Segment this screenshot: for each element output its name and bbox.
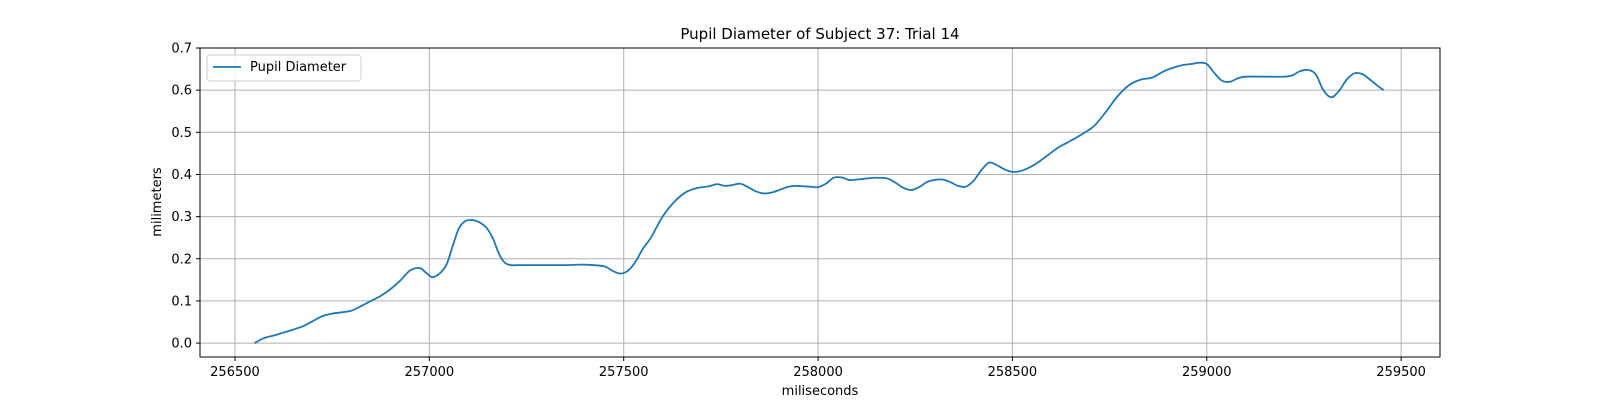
plot-area-frame [199,47,1441,358]
y-tick-label: 0.2 [171,252,192,267]
chart-title: Pupil Diameter of Subject 37: Trial 14 [680,25,959,43]
series-layer [253,61,1385,344]
series-line-pupil-diameter [253,61,1385,344]
x-tick-label: 257000 [405,365,455,380]
x-tick-label: 259500 [1376,365,1426,380]
x-tick-label: 256500 [210,365,260,380]
x-axis: 256500 257000 257500 258000 258500 259000 2595… [210,357,1426,380]
y-tick-label: 0.6 [171,84,192,99]
y-tick-label: 0.5 [171,126,192,141]
y-axis-label: milimeters [150,167,165,237]
legend-label: Pupil Diameter [250,60,347,75]
y-tick-label: 0.3 [171,210,192,225]
y-axis: 0.0 0.1 0.2 0.3 0.4 0.5 0.6 0.7 [171,42,200,352]
y-tick-label: 0.7 [171,42,192,57]
y-tick-label: 0.4 [171,168,192,183]
legend-box [206,54,362,82]
x-axis-label: miliseconds [782,384,859,399]
x-tick-label: 258500 [988,365,1038,380]
x-tick-label: 259000 [1182,365,1232,380]
x-tick-label: 258000 [793,365,843,380]
y-tick-label: 0.1 [171,294,192,309]
legend: Pupil Diameter [206,54,362,82]
x-tick-label: 257500 [599,365,649,380]
y-tick-label: 0.0 [171,337,192,352]
